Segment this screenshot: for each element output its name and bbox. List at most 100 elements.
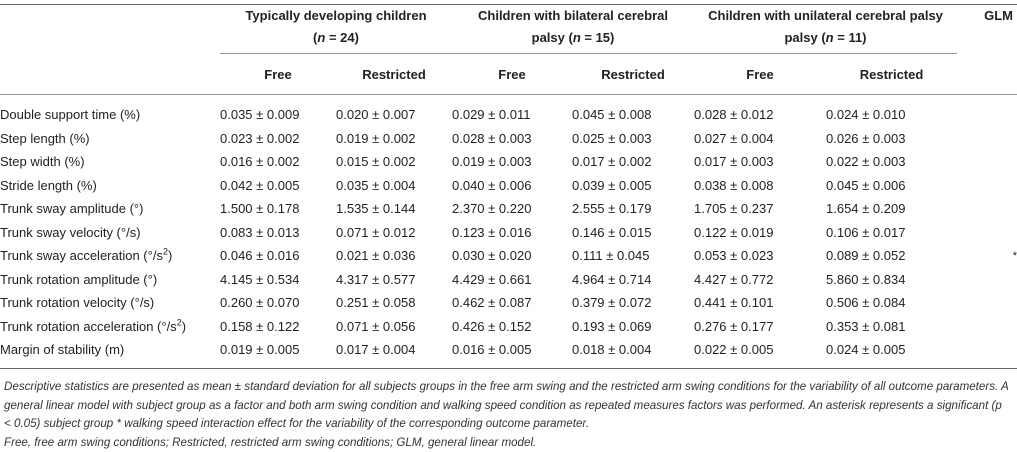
glm-significance-cell [957, 268, 1017, 292]
value-cell-td-free: 4.145 ± 0.534 [220, 268, 336, 292]
value-cell-ucp-free: 0.017 ± 0.003 [694, 150, 826, 174]
value-cell-bcp-restricted: 0.193 ± 0.069 [572, 315, 694, 339]
group-n-prefix: palsy ( [784, 30, 825, 45]
value-cell-bcp-free: 0.019 ± 0.003 [452, 150, 572, 174]
row-parameter-label: Trunk sway amplitude (°) [0, 197, 220, 221]
glm-header: GLM [957, 5, 1017, 54]
parameter-name: Trunk sway amplitude (°) [0, 201, 143, 216]
value-cell-ucp-free: 0.122 ± 0.019 [694, 221, 826, 245]
value-cell-bcp-free: 2.370 ± 0.220 [452, 197, 572, 221]
value-cell-td-restricted: 0.021 ± 0.036 [336, 244, 452, 268]
glm-significance-cell [957, 338, 1017, 362]
statistics-table: Typically developing children (n = 24) C… [0, 4, 1017, 362]
param-subheader-empty [0, 54, 220, 95]
value-cell-ucp-restricted: 0.106 ± 0.017 [826, 221, 957, 245]
value-cell-ucp-free: 0.276 ± 0.177 [694, 315, 826, 339]
parameter-name: Trunk sway velocity (°/s) [0, 225, 141, 240]
value-cell-bcp-free: 0.123 ± 0.016 [452, 221, 572, 245]
group-title-bcp: Children with bilateral cerebral [478, 8, 668, 23]
row-parameter-label: Margin of stability (m) [0, 338, 220, 362]
value-cell-ucp-restricted: 5.860 ± 0.834 [826, 268, 957, 292]
group-n-count-td: = 24) [325, 30, 359, 45]
subheader-free-ucp: Free [694, 54, 826, 95]
group-title-td: Typically developing children [245, 8, 426, 23]
value-cell-bcp-restricted: 0.111 ± 0.045 [572, 244, 694, 268]
value-cell-bcp-restricted: 0.018 ± 0.004 [572, 338, 694, 362]
unit-suffix: ) [168, 248, 172, 263]
table-bottom-rule [0, 368, 1017, 369]
value-cell-td-restricted: 0.020 ± 0.007 [336, 95, 452, 127]
parameter-name: Trunk rotation velocity (°/s) [0, 295, 154, 310]
value-cell-td-free: 0.023 ± 0.002 [220, 127, 336, 151]
value-cell-bcp-restricted: 0.025 ± 0.003 [572, 127, 694, 151]
value-cell-bcp-restricted: 4.964 ± 0.714 [572, 268, 694, 292]
value-cell-bcp-restricted: 0.045 ± 0.008 [572, 95, 694, 127]
row-parameter-label: Trunk rotation velocity (°/s) [0, 291, 220, 315]
unit-suffix: ) [182, 319, 186, 334]
table-row: Trunk sway acceleration (°/s2)0.046 ± 0.… [0, 244, 1017, 268]
value-cell-bcp-restricted: 0.039 ± 0.005 [572, 174, 694, 198]
row-parameter-label: Trunk sway velocity (°/s) [0, 221, 220, 245]
value-cell-bcp-free: 0.016 ± 0.005 [452, 338, 572, 362]
group-header-bilateral-cp: Children with bilateral cerebral palsy (… [452, 5, 694, 54]
parameter-name: Trunk rotation amplitude (°) [0, 272, 157, 287]
value-cell-ucp-restricted: 0.353 ± 0.081 [826, 315, 957, 339]
value-cell-bcp-free: 0.028 ± 0.003 [452, 127, 572, 151]
subheader-restricted-td: Restricted [336, 54, 452, 95]
glm-significance-cell: * [957, 244, 1017, 268]
value-cell-td-restricted: 0.035 ± 0.004 [336, 174, 452, 198]
glm-significance-cell [957, 127, 1017, 151]
parameter-name: Double support time (%) [0, 107, 140, 122]
group-title-ucp: Children with unilateral cerebral palsy [708, 8, 943, 23]
value-cell-bcp-free: 0.426 ± 0.152 [452, 315, 572, 339]
parameter-name: Step width (%) [0, 154, 85, 169]
value-cell-ucp-free: 1.705 ± 0.237 [694, 197, 826, 221]
value-cell-td-restricted: 4.317 ± 0.577 [336, 268, 452, 292]
footnote-abbreviations: Free, free arm swing conditions; Restric… [4, 434, 1009, 452]
group-n-label: n [826, 30, 834, 45]
value-cell-ucp-free: 4.427 ± 0.772 [694, 268, 826, 292]
value-cell-td-restricted: 0.017 ± 0.004 [336, 338, 452, 362]
parameter-name: Trunk rotation acceleration (°/s [0, 319, 177, 334]
value-cell-td-free: 0.035 ± 0.009 [220, 95, 336, 127]
table-row: Trunk rotation acceleration (°/s2)0.158 … [0, 315, 1017, 339]
value-cell-bcp-free: 4.429 ± 0.661 [452, 268, 572, 292]
group-n-count-ucp: = 11) [834, 30, 867, 45]
subheader-free-td: Free [220, 54, 336, 95]
value-cell-td-free: 1.500 ± 0.178 [220, 197, 336, 221]
value-cell-td-restricted: 0.251 ± 0.058 [336, 291, 452, 315]
param-header-empty [0, 5, 220, 54]
value-cell-td-free: 0.042 ± 0.005 [220, 174, 336, 198]
value-cell-td-restricted: 0.071 ± 0.012 [336, 221, 452, 245]
group-n-prefix: palsy ( [532, 30, 573, 45]
value-cell-bcp-free: 0.029 ± 0.011 [452, 95, 572, 127]
group-header-unilateral-cp: Children with unilateral cerebral palsy … [694, 5, 957, 54]
table-footnote: Descriptive statistics are presented as … [4, 378, 1009, 452]
glm-significance-cell [957, 315, 1017, 339]
value-cell-td-free: 0.019 ± 0.005 [220, 338, 336, 362]
row-parameter-label: Trunk rotation acceleration (°/s2) [0, 315, 220, 339]
value-cell-td-restricted: 1.535 ± 0.144 [336, 197, 452, 221]
glm-significance-cell [957, 221, 1017, 245]
glm-significance-cell [957, 197, 1017, 221]
value-cell-ucp-restricted: 0.045 ± 0.006 [826, 174, 957, 198]
group-header-typically-developing: Typically developing children (n = 24) [220, 5, 452, 54]
glm-significance-cell [957, 174, 1017, 198]
value-cell-td-free: 0.046 ± 0.016 [220, 244, 336, 268]
row-parameter-label: Double support time (%) [0, 95, 220, 127]
footnote-description: Descriptive statistics are presented as … [4, 378, 1009, 434]
value-cell-ucp-restricted: 0.026 ± 0.003 [826, 127, 957, 151]
value-cell-bcp-free: 0.040 ± 0.006 [452, 174, 572, 198]
glm-significance-cell [957, 150, 1017, 174]
value-cell-ucp-restricted: 0.506 ± 0.084 [826, 291, 957, 315]
value-cell-ucp-free: 0.027 ± 0.004 [694, 127, 826, 151]
value-cell-bcp-free: 0.462 ± 0.087 [452, 291, 572, 315]
subheader-restricted-bcp: Restricted [572, 54, 694, 95]
value-cell-bcp-restricted: 0.017 ± 0.002 [572, 150, 694, 174]
